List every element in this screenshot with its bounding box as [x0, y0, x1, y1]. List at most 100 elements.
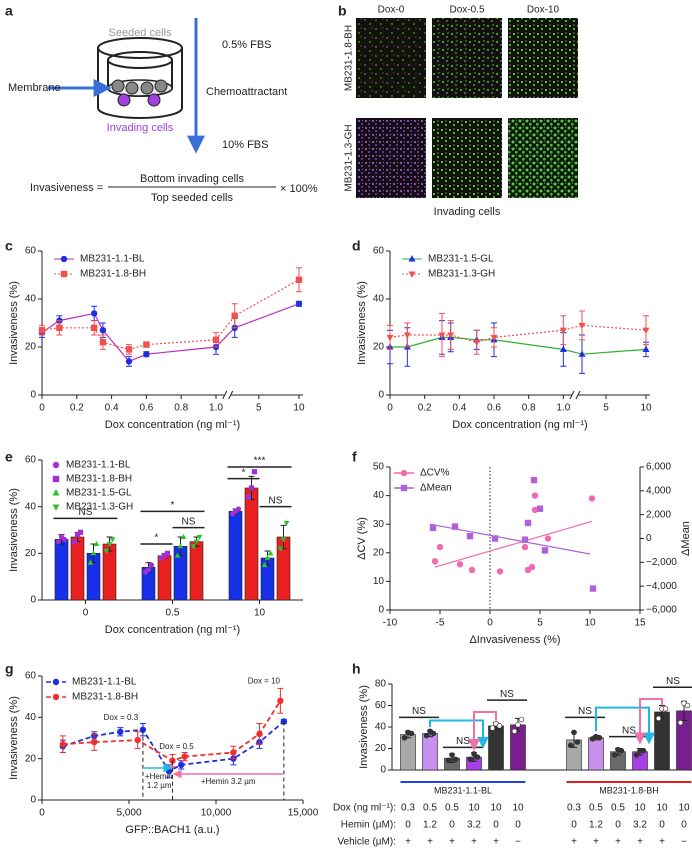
column-label: Dox-10 [527, 5, 560, 16]
data-point [642, 345, 650, 352]
replicate-point [408, 730, 415, 737]
replicate-point [174, 552, 181, 558]
bar [70, 536, 85, 601]
data-point [143, 351, 150, 358]
data-point [143, 341, 150, 348]
legend-marker [52, 475, 60, 483]
replicate-point [248, 485, 255, 491]
data-point [91, 310, 98, 317]
replicate-point [283, 520, 290, 527]
replicate-point [106, 541, 113, 548]
y-tick-label: 0 [30, 795, 36, 806]
replicate-point [467, 756, 474, 762]
x-tick-label: 0 [39, 403, 45, 414]
replicate-point [190, 544, 197, 550]
data-point [531, 492, 539, 499]
legend-marker [52, 678, 60, 686]
x-tick-label: 0.8 [174, 403, 188, 414]
replicate-point [235, 506, 242, 512]
significance-label: * [171, 500, 175, 511]
panel-label: a [5, 3, 13, 19]
data-point [451, 523, 459, 530]
x-tick-label: 0.6 [139, 403, 153, 414]
data-point [642, 327, 650, 335]
data-point [256, 730, 263, 738]
table-cell: + [571, 837, 577, 848]
x-tick-label: 5 [603, 403, 609, 414]
x-tick-label: 0.8 [522, 403, 536, 414]
replicate-point [74, 532, 81, 538]
data-point [466, 532, 474, 540]
legend-label: MB231-1.1-BL [66, 460, 131, 471]
bar [189, 541, 204, 601]
formula: × 100% [280, 183, 318, 195]
x-tick-label: 5 [537, 618, 543, 629]
annotation: +Hemin 3.2 µm [201, 777, 256, 786]
table-cell: 0.3 [567, 803, 581, 814]
legend-label: MB231-1.8-BH [72, 692, 138, 703]
y-tick-label: 40 [25, 712, 37, 723]
data-point [125, 358, 133, 365]
table-cell: 0.5 [445, 803, 459, 814]
table-cell: + [493, 837, 499, 848]
x-tick-label: 10 [293, 403, 305, 414]
x-tick-label: 15 [634, 618, 646, 629]
data-point [589, 585, 597, 592]
x-axis-label: ΔInvasiveness (%) [469, 634, 560, 646]
table-row-label: Vehicle (µM): [337, 837, 396, 848]
replicate-point [90, 550, 97, 556]
x-axis-label: Dox concentration (ng ml⁻¹) [452, 419, 587, 431]
table-cell: + [659, 837, 665, 848]
x-tick-label: 0.2 [418, 403, 432, 414]
legend-marker [408, 271, 416, 278]
y-axis-label: Invasiveness (%) [8, 696, 20, 780]
data-point [491, 535, 499, 542]
hemin-arrow [595, 706, 655, 745]
y-tick-label: 20 [25, 548, 37, 559]
x-axis-label: GFP::BACH1 (a.u.) [125, 824, 219, 836]
legend-label: MB231-1.8-BH [66, 474, 132, 485]
table-cell: 0 [405, 820, 411, 831]
data-point [559, 327, 567, 335]
table-cell: 10 [490, 803, 502, 814]
significance-label: * [155, 533, 159, 544]
replicate-point [511, 728, 518, 735]
y-axis-label: Invasiveness (%) [358, 685, 370, 769]
data-point [456, 561, 464, 568]
table-cell: 1.2 [423, 820, 437, 831]
replicate-point [445, 757, 452, 764]
replicate-point [280, 537, 287, 543]
data-point [99, 327, 107, 334]
y-tick-label: 4,000 [646, 485, 671, 496]
x-tick-label: -10 [383, 618, 398, 629]
significance-label: NS [622, 725, 636, 736]
group-label: MB231-1.8-BH [599, 785, 659, 795]
row-label: MB231-1.8-BH [344, 25, 355, 91]
annotation: Dox = 10 [248, 677, 281, 686]
significance-label: NS [182, 516, 196, 527]
replicate-point [618, 747, 625, 754]
legend-label: MB231-1.5-GL [66, 488, 132, 499]
legend-label: MB231-1.1-BL [72, 677, 137, 688]
x-tick-label: 0 [83, 608, 89, 619]
y-tick-label: −6,000 [646, 605, 677, 616]
hemin-arrow [634, 698, 663, 745]
series-line [389, 324, 647, 343]
significance-label: NS [578, 706, 592, 717]
replicate-point [471, 751, 477, 757]
y-tick-label: 0 [378, 390, 384, 401]
bar [102, 543, 117, 601]
legend-label: MB231-1.5-GL [428, 254, 494, 265]
bar [54, 539, 69, 601]
data-point [178, 761, 185, 769]
formula: Invasiveness = [30, 182, 103, 194]
data-point [438, 332, 446, 339]
replicate-point [109, 537, 116, 543]
replicate-point [148, 562, 155, 568]
x-tick-label: 0 [387, 403, 393, 414]
microscopy-images [356, 18, 578, 198]
bar [488, 725, 504, 771]
panel-label: e [5, 449, 13, 465]
replicate-point [193, 539, 200, 545]
significance-label: NS [412, 706, 426, 717]
